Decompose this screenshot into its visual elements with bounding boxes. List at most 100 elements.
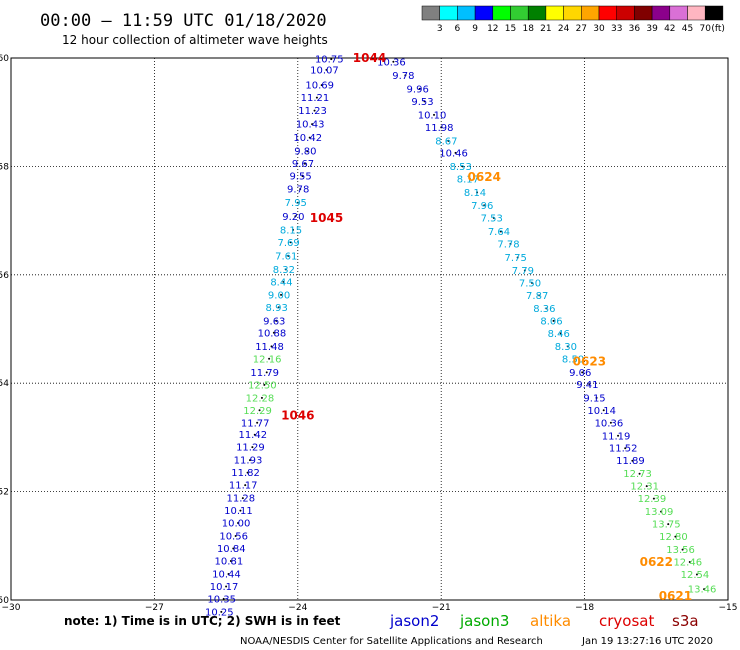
pass-label: 0624 xyxy=(468,170,501,184)
data-point-marker xyxy=(325,68,328,71)
data-point-label: 8.30 xyxy=(555,342,577,353)
data-point-marker xyxy=(289,241,292,244)
y-tick-label: 60 xyxy=(0,54,9,64)
colorbar-swatch xyxy=(651,5,671,21)
y-tick-label: 52 xyxy=(0,488,9,498)
footer-timestamp: Jan 19 13:27:16 UTC 2020 xyxy=(581,636,713,647)
data-point-label: 9.41 xyxy=(576,380,598,391)
data-point-label: 10.81 xyxy=(215,556,244,567)
chart-title: 00:00 – 11:59 UTC 01/18/2020 xyxy=(40,11,327,31)
data-point-label: 9.63 xyxy=(263,316,285,327)
data-point-label: 8.32 xyxy=(273,265,295,276)
colorbar-swatch xyxy=(634,5,653,21)
colorbar-swatch xyxy=(563,5,582,21)
data-point-label: 10.84 xyxy=(217,544,246,555)
data-point-marker xyxy=(277,306,280,309)
data-point-marker xyxy=(306,150,309,153)
data-point-label: 8.93 xyxy=(266,303,288,314)
data-point-label: 9.96 xyxy=(407,84,429,95)
satellite-legend-cryosat: cryosat xyxy=(599,612,654,630)
data-point-marker xyxy=(552,319,555,322)
data-point-label: 8.44 xyxy=(270,277,292,288)
data-point-label: 7.69 xyxy=(277,238,299,249)
data-point-label: 11.98 xyxy=(425,123,454,134)
colorbar-label: 33 xyxy=(611,24,622,34)
data-point-label: 9.06 xyxy=(569,368,591,379)
data-point-label: 7.53 xyxy=(481,213,503,224)
data-point-label: 10.44 xyxy=(212,569,241,580)
colorbar-swatch xyxy=(474,5,494,21)
data-point-label: 12.16 xyxy=(253,354,282,365)
x-tick-label: −27 xyxy=(145,603,164,613)
data-point-label: 7.50 xyxy=(519,278,541,289)
data-point-marker xyxy=(645,485,648,488)
data-point-marker xyxy=(602,409,605,412)
data-point-marker xyxy=(275,319,278,322)
data-point-marker xyxy=(258,409,261,412)
pass-label: 0621 xyxy=(659,589,692,603)
data-point-marker xyxy=(468,177,471,180)
data-point-label: 11.21 xyxy=(301,93,330,104)
data-point-marker xyxy=(440,126,443,129)
y-tick-label: 56 xyxy=(0,271,9,281)
data-point-label: 13.09 xyxy=(645,507,674,518)
data-point-label: 11.89 xyxy=(616,456,645,467)
data-point-marker xyxy=(566,345,569,348)
data-point-label: 10.11 xyxy=(224,506,253,517)
data-point-label: 11.29 xyxy=(236,443,265,454)
data-point-marker xyxy=(688,561,691,564)
data-point-marker xyxy=(392,60,395,63)
colorbar-label: 15 xyxy=(505,24,516,34)
data-point-label: 10.07 xyxy=(310,65,339,76)
data-point-marker xyxy=(703,588,706,591)
data-point-marker xyxy=(595,396,598,399)
colorbar-swatch xyxy=(421,5,440,21)
data-point-label: 7.87 xyxy=(526,291,548,302)
data-point-label: 12.54 xyxy=(681,570,710,581)
data-point-marker xyxy=(220,610,223,613)
data-point-marker xyxy=(287,254,290,257)
data-point-label: 7.78 xyxy=(497,239,519,250)
data-point-label: 8.15 xyxy=(280,225,302,236)
colorbar-legend: 3 6 9 12 15 18 21 24 27 30 33 36 39 42 45 70 (ft) xyxy=(421,5,725,34)
pass-label: 0622 xyxy=(640,555,673,569)
data-point-label: 11.42 xyxy=(238,430,267,441)
data-point-marker xyxy=(538,294,541,297)
data-point-label: 10.14 xyxy=(587,406,616,417)
colorbar-label: 45 xyxy=(682,24,693,34)
data-point-label: 7.79 xyxy=(512,266,534,277)
data-point-label: 9.00 xyxy=(268,290,290,301)
satellite-legend-jason3: jason3 xyxy=(459,612,509,630)
data-point-marker xyxy=(695,573,698,576)
data-point-marker xyxy=(674,535,677,538)
data-point-label: 10.36 xyxy=(377,57,406,68)
axis-ticks: −30 −27 −24 −21 −18 −15 50 52 54 56 58 60 xyxy=(0,54,738,613)
data-point-marker xyxy=(301,175,304,178)
data-point-marker xyxy=(516,256,519,259)
data-point-marker xyxy=(531,281,534,284)
satellite-legend-jason2: jason2 xyxy=(389,612,439,630)
data-point-marker xyxy=(320,84,323,87)
data-point-marker xyxy=(447,139,450,142)
colorbar-label: 36 xyxy=(629,24,641,34)
data-point-label: 12.39 xyxy=(638,494,667,505)
data-point-marker xyxy=(251,446,254,449)
colorbar-label: 18 xyxy=(522,24,534,34)
data-point-marker xyxy=(660,510,663,513)
pass-labels: 1044 1045 1046 0624 0623 0622 0621 xyxy=(281,51,692,603)
data-point-label: 10.42 xyxy=(293,133,322,144)
data-point-marker xyxy=(617,434,620,437)
pass-label: 1044 xyxy=(353,51,386,65)
colorbar-label: 30 xyxy=(593,24,605,34)
colorbar-unit: (ft) xyxy=(711,24,725,34)
data-point-label: 13.75 xyxy=(652,520,681,531)
data-point-label: 12.29 xyxy=(243,406,272,417)
satellite-legend-s3a: s3a xyxy=(672,612,699,630)
data-point-label: 11.23 xyxy=(298,106,327,117)
data-point-label: 9.15 xyxy=(583,393,605,404)
colorbar-swatch xyxy=(439,5,458,21)
data-point-marker xyxy=(249,459,251,462)
data-point-marker xyxy=(667,523,670,526)
data-point-label: 8.50 xyxy=(562,354,584,365)
data-point-marker xyxy=(454,151,457,154)
